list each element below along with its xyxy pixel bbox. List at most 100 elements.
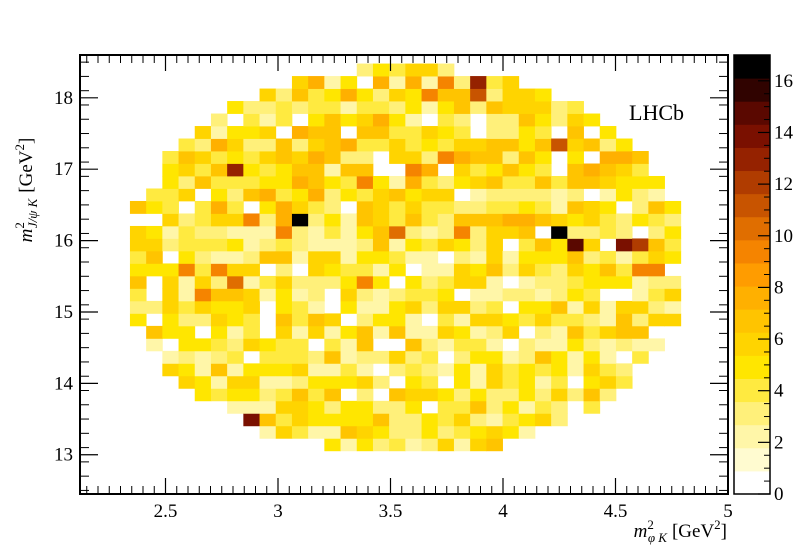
heatmap-cell xyxy=(194,338,212,352)
heatmap-cell xyxy=(178,213,196,227)
y-tick-label: 13 xyxy=(54,445,73,466)
heatmap-cell xyxy=(534,375,552,389)
heatmap-cell xyxy=(340,88,358,102)
heatmap-cell xyxy=(162,200,179,214)
heatmap-cell xyxy=(146,300,163,314)
heatmap-cell xyxy=(372,263,390,277)
heatmap-cell xyxy=(356,250,374,264)
heatmap-cell xyxy=(437,188,455,202)
heatmap-cell xyxy=(470,151,487,164)
heatmap-cell xyxy=(518,425,536,439)
color-scale-tick-label: 16 xyxy=(774,71,793,92)
heatmap-cell xyxy=(502,313,520,327)
heatmap-cell xyxy=(405,63,422,77)
heatmap-cell xyxy=(599,388,617,402)
heatmap-cell xyxy=(567,163,584,177)
heatmap-cell xyxy=(421,175,439,189)
heatmap-cell xyxy=(259,288,277,302)
heatmap-cell xyxy=(243,288,260,302)
heatmap-cell xyxy=(599,126,617,139)
y-tick-label: 17 xyxy=(54,159,73,180)
heatmap-cell xyxy=(389,88,406,102)
heatmap-cell xyxy=(389,76,406,89)
heatmap-cell xyxy=(308,76,325,89)
heatmap-cell xyxy=(194,225,212,239)
heatmap-cell xyxy=(291,163,309,177)
heatmap-cell xyxy=(308,188,325,202)
heatmap-cell xyxy=(210,225,228,239)
heatmap-cell xyxy=(291,350,309,364)
heatmap-cell xyxy=(567,350,584,364)
heatmap-cell xyxy=(162,238,179,252)
heatmap-cell xyxy=(421,213,439,227)
heatmap-cell xyxy=(324,363,341,377)
heatmap-cell xyxy=(518,101,536,114)
heatmap-cell xyxy=(291,363,309,377)
heatmap-cell xyxy=(178,300,196,314)
heatmap-cell xyxy=(486,88,503,102)
heatmap-cell xyxy=(405,175,422,189)
heatmap-cell xyxy=(502,263,520,277)
heatmap-cell xyxy=(486,313,503,327)
heatmap-cell xyxy=(567,225,584,239)
heatmap-cell xyxy=(551,225,568,239)
heatmap-cell xyxy=(421,288,439,302)
heatmap-cell xyxy=(356,313,374,327)
color-scale-band xyxy=(734,170,770,195)
heatmap-cell xyxy=(162,350,179,364)
heatmap-cell xyxy=(405,76,422,89)
heatmap-cell xyxy=(275,388,293,402)
heatmap-cell xyxy=(518,225,536,239)
heatmap-cell xyxy=(340,175,358,189)
heatmap-cell xyxy=(308,425,325,439)
heatmap-cell xyxy=(470,350,487,364)
heatmap-cell xyxy=(308,213,325,227)
heatmap-cell xyxy=(583,263,601,277)
heatmap-cell xyxy=(291,375,309,389)
heatmap-cell xyxy=(308,400,325,414)
heatmap-cell xyxy=(243,313,260,327)
heatmap-cell xyxy=(129,263,147,277)
heatmap-cell xyxy=(324,76,341,89)
heatmap-cell xyxy=(567,313,584,327)
heatmap-cell xyxy=(421,375,439,389)
heatmap-cell xyxy=(421,425,439,439)
heatmap-cell xyxy=(599,200,617,214)
heatmap-cell xyxy=(356,338,374,352)
heatmap-cell xyxy=(405,400,422,414)
heatmap-cell xyxy=(421,388,439,402)
heatmap-cell xyxy=(210,275,228,289)
heatmap-cell xyxy=(648,338,665,352)
heatmap-cell xyxy=(615,300,633,314)
heatmap-cell xyxy=(405,88,422,102)
heatmap-cell xyxy=(340,338,358,352)
heatmap-cell xyxy=(583,313,601,327)
heatmap-cell xyxy=(583,275,601,289)
heatmap-cell xyxy=(259,138,277,152)
heatmap-cell xyxy=(502,175,520,189)
heatmap-cell xyxy=(453,113,471,127)
heatmap-cell xyxy=(291,288,309,302)
heatmap-cell xyxy=(210,163,228,177)
heatmap-cell xyxy=(551,413,568,427)
heatmap-cell xyxy=(178,313,196,327)
heatmap-cell xyxy=(632,338,649,352)
heatmap-cell xyxy=(405,350,422,364)
heatmap-cell xyxy=(356,375,374,389)
heatmap-cell xyxy=(664,275,682,289)
heatmap-cell xyxy=(259,88,277,102)
heatmap-cell xyxy=(599,313,617,327)
heatmap-cell xyxy=(356,113,374,127)
heatmap-cell xyxy=(486,151,503,164)
heatmap-cell xyxy=(437,200,455,214)
heatmap-cell xyxy=(129,250,147,264)
heatmap-cell xyxy=(291,225,309,239)
heatmap-cell xyxy=(534,413,552,427)
heatmap-cell xyxy=(275,151,293,164)
heatmap-cell xyxy=(259,175,277,189)
heatmap-cell xyxy=(615,225,633,239)
heatmap-cell xyxy=(243,175,260,189)
heatmap-cell xyxy=(405,313,422,327)
heatmap-cell xyxy=(486,238,503,252)
plot-frame xyxy=(79,54,729,495)
